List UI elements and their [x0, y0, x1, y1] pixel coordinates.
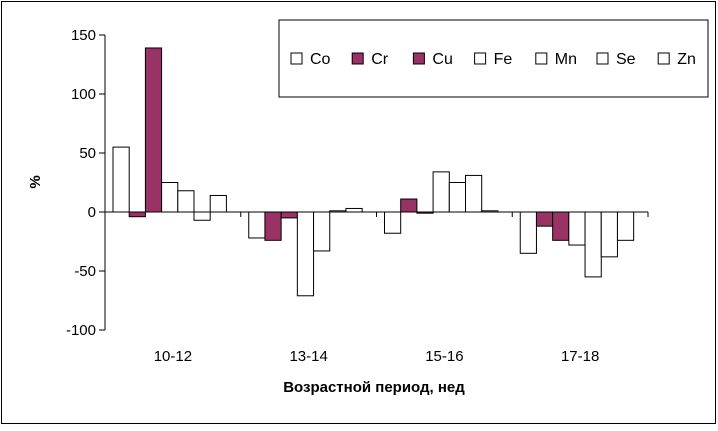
bar-se-17-18	[600, 211, 618, 258]
x-category-label: 17-18	[561, 348, 599, 365]
legend-label-fe: Fe	[494, 51, 513, 68]
legend-swatch-se	[596, 52, 609, 65]
bar-cr-17-18	[535, 211, 554, 227]
bar-se-10-12	[193, 211, 211, 221]
legend-swatch-co	[290, 52, 303, 65]
legend-swatch-cu	[412, 52, 425, 65]
bar-zn-13-14	[345, 207, 363, 213]
legend-swatch-fe	[474, 52, 487, 65]
bar-cr-13-14	[264, 211, 282, 241]
x-category-label: 15-16	[425, 348, 463, 365]
bar-mn-17-18	[584, 211, 602, 278]
legend: Co Cr Cu Fe Mn Se Zn	[278, 19, 709, 98]
bar-co-15-16	[384, 211, 402, 234]
legend-label-se: Se	[616, 51, 636, 68]
bar-mn-15-16	[448, 182, 466, 213]
bars-layer	[112, 47, 635, 297]
y-tick-label: -100	[66, 322, 96, 339]
bar-zn-17-18	[616, 211, 635, 241]
x-category-label: 13-14	[289, 348, 327, 365]
y-tick-label: 150	[71, 27, 96, 44]
x-category-label: 10-12	[154, 348, 192, 365]
x-axis-title: Возрастной период, нед	[283, 379, 465, 396]
y-tick-label: 50	[79, 145, 96, 162]
axes-layer: 150 100 50 0 -50 -100 10-12 13-14 15-16 17-18	[66, 27, 649, 365]
bar-fe-15-16	[432, 171, 450, 213]
bar-mn-10-12	[177, 190, 195, 213]
legend-label-zn: Zn	[677, 51, 696, 68]
bar-mn-13-14	[313, 211, 331, 252]
bar-cu-13-14	[280, 211, 298, 219]
bar-se-15-16	[465, 174, 483, 213]
bar-cr-15-16	[400, 198, 418, 213]
bar-cu-10-12	[144, 47, 163, 213]
legend-label-co: Co	[310, 51, 331, 68]
y-tick-label: 100	[71, 86, 96, 103]
y-axis-title: %	[27, 175, 44, 188]
legend-swatch-zn	[657, 52, 670, 65]
bar-zn-10-12	[209, 194, 227, 213]
bar-fe-17-18	[568, 211, 586, 246]
bar-cu-17-18	[552, 211, 570, 241]
legend-label-cr: Cr	[371, 51, 389, 68]
y-tick-label: -50	[74, 263, 96, 280]
bar-fe-10-12	[161, 182, 179, 213]
bar-co-13-14	[248, 211, 266, 239]
bar-fe-13-14	[296, 211, 315, 297]
legend-swatch-cr	[351, 52, 364, 65]
bar-cr-10-12	[128, 211, 146, 218]
legend-label-cu: Cu	[432, 51, 452, 68]
bar-co-17-18	[519, 211, 537, 254]
y-tick-label: 0	[88, 204, 96, 221]
legend-swatch-mn	[535, 52, 548, 65]
legend-box	[278, 19, 709, 98]
legend-label-mn: Mn	[555, 51, 577, 68]
bar-co-10-12	[112, 146, 130, 213]
